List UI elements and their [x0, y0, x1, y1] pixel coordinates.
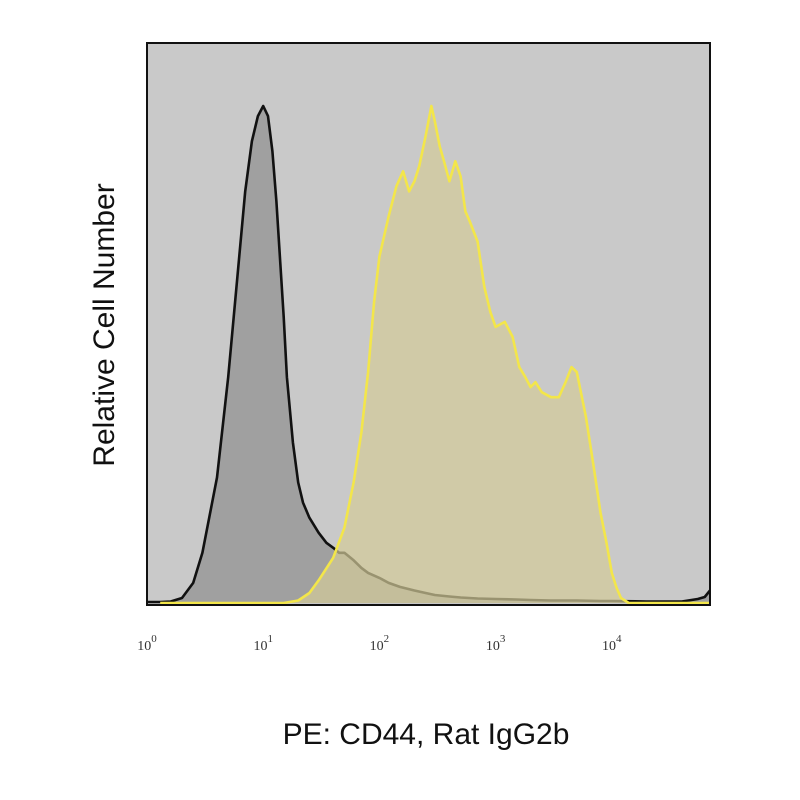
- x-tick-label: 104: [602, 633, 622, 654]
- x-tick-label: 101: [253, 633, 273, 654]
- x-tick-labels: 100 101 102 103 104: [137, 633, 622, 654]
- series-layer: [147, 104, 712, 605]
- cd44-histogram-fill: [160, 106, 710, 603]
- isotype-histogram-fill: [147, 106, 710, 603]
- x-tick-label: 102: [370, 633, 390, 654]
- plot-frame: [146, 42, 711, 606]
- cd44-histogram-line: [160, 104, 710, 605]
- y-axis-label: Relative Cell Number: [88, 183, 121, 466]
- x-axis-label: PE: CD44, Rat IgG2b: [283, 718, 570, 751]
- x-tick-label: 100: [137, 633, 157, 654]
- x-tick-label: 103: [486, 633, 506, 654]
